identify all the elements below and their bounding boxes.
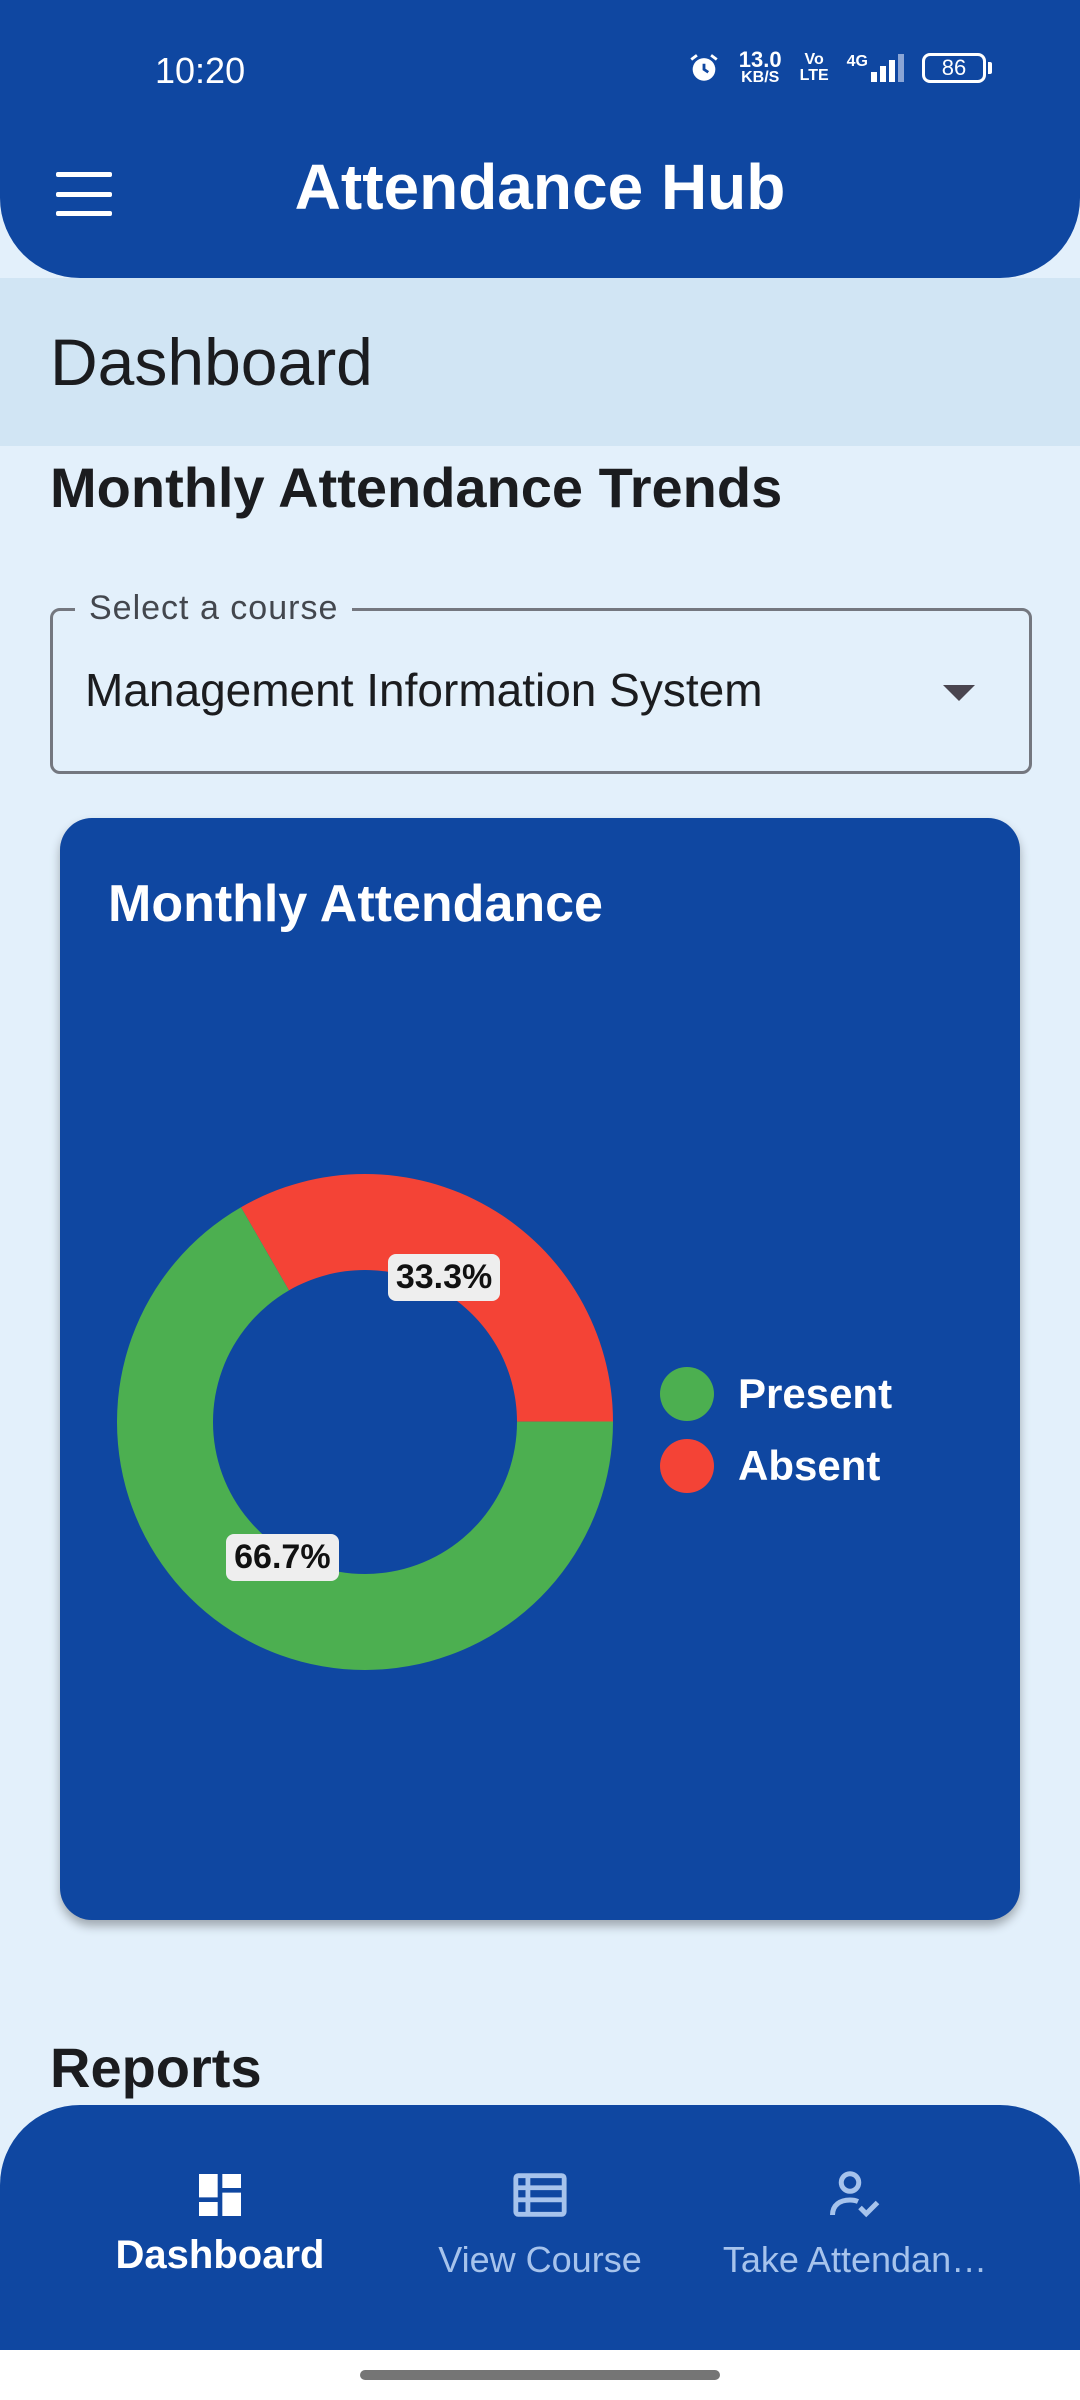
legend-item-absent: Absent	[660, 1430, 892, 1502]
course-select[interactable]: Select a course Management Information S…	[50, 589, 1032, 774]
nav-take-attendance[interactable]: Take Attendan…	[695, 2165, 1015, 2281]
app-title: Attendance Hub	[294, 151, 786, 223]
battery-icon: 86	[922, 53, 992, 83]
system-nav-area	[0, 2350, 1080, 2400]
course-select-value: Management Information System	[85, 664, 763, 716]
app-bar: 10:20 13.0 KB/S Vo LTE 4G 86 Attendance …	[0, 0, 1080, 278]
nav-label-take-attendance: Take Attendan…	[722, 2239, 988, 2280]
page-header-band: Dashboard	[0, 278, 1080, 446]
reports-title: Reports	[50, 2036, 262, 2099]
legend-item-present: Present	[660, 1358, 892, 1430]
volte-indicator: Vo LTE	[799, 51, 829, 84]
slice-label-present: 66.7%	[226, 1534, 339, 1582]
legend-label: Present	[738, 1370, 893, 1417]
slice-label-absent: 33.3%	[387, 1253, 501, 1301]
bottom-navigation: Dashboard View Course Take Attendan…	[0, 2105, 1080, 2350]
home-indicator[interactable]	[360, 2370, 720, 2380]
alarm-icon	[690, 54, 718, 81]
donut-slice-absent[interactable]	[241, 1174, 613, 1422]
legend-swatch	[660, 1439, 714, 1493]
nav-label-dashboard: Dashboard	[115, 2233, 325, 2277]
status-icons: 13.0 KB/S Vo LTE 4G 86	[687, 47, 992, 86]
signal-icon: 4G	[847, 54, 904, 82]
menu-icon[interactable]	[56, 172, 112, 216]
nav-label-view-course: View Course	[438, 2239, 642, 2280]
course-select-label: Select a course	[75, 589, 353, 628]
attendance-chart-card: Monthly Attendance 33.3% 66.7% Present Abs…	[60, 818, 1020, 1920]
nav-dashboard[interactable]: Dashboard	[60, 2165, 380, 2278]
dashboard-icon	[199, 2174, 241, 2216]
legend-swatch	[660, 1367, 714, 1421]
dropdown-arrow-icon	[943, 685, 975, 701]
status-time: 10:20	[155, 50, 246, 91]
list-icon	[513, 2173, 567, 2217]
section-title: Monthly Attendance Trends	[50, 456, 783, 519]
net-speed: 13.0 KB/S	[738, 47, 782, 86]
chart-title: Monthly Attendance	[108, 875, 603, 933]
nav-view-course[interactable]: View Course	[380, 2165, 700, 2281]
person-check-icon	[830, 2171, 880, 2218]
chart-legend: Present Absent	[660, 1358, 892, 1502]
legend-label: Absent	[738, 1442, 881, 1489]
page-title: Dashboard	[50, 325, 373, 399]
